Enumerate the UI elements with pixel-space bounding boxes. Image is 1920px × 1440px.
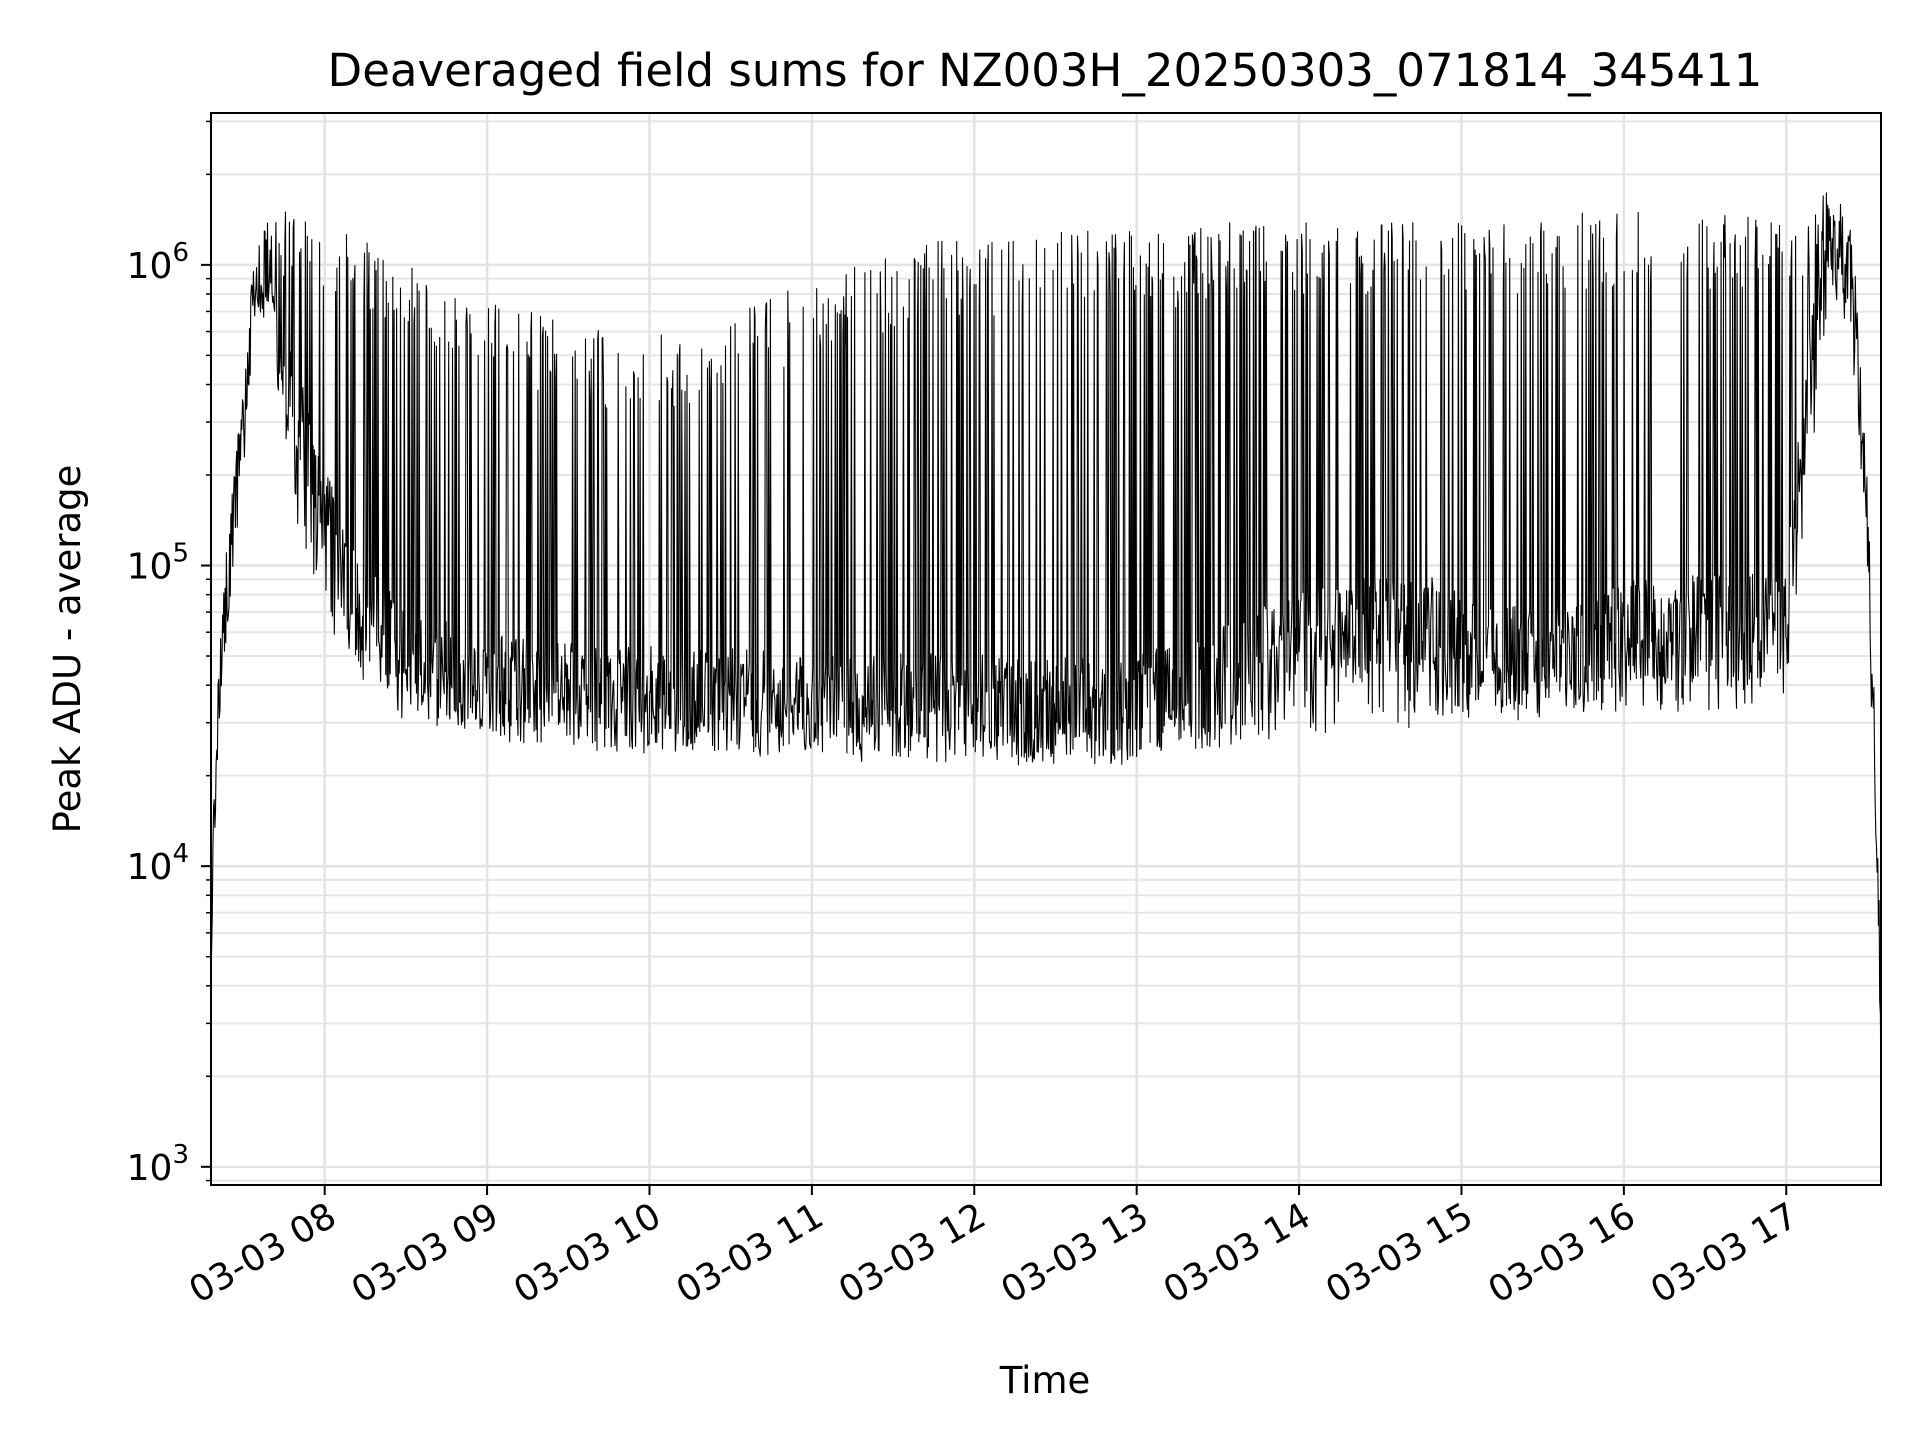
chart-title: Deaveraged field sums for NZ003H_2025030… xyxy=(328,44,1763,97)
y-tick-layer: 103 104 105 106 xyxy=(127,120,211,1189)
series-line xyxy=(210,192,1882,1118)
data-layer xyxy=(210,192,1882,1118)
plot-frame xyxy=(210,112,1882,1186)
y-tick-label: 105 xyxy=(127,539,189,588)
y-tick-label: 103 xyxy=(127,1140,189,1189)
y-tick-label: 104 xyxy=(127,839,189,888)
x-axis-label: Time xyxy=(999,1359,1091,1402)
y-axis-label: Peak ADU - average xyxy=(46,465,89,834)
y-tick-label: 106 xyxy=(127,238,189,287)
